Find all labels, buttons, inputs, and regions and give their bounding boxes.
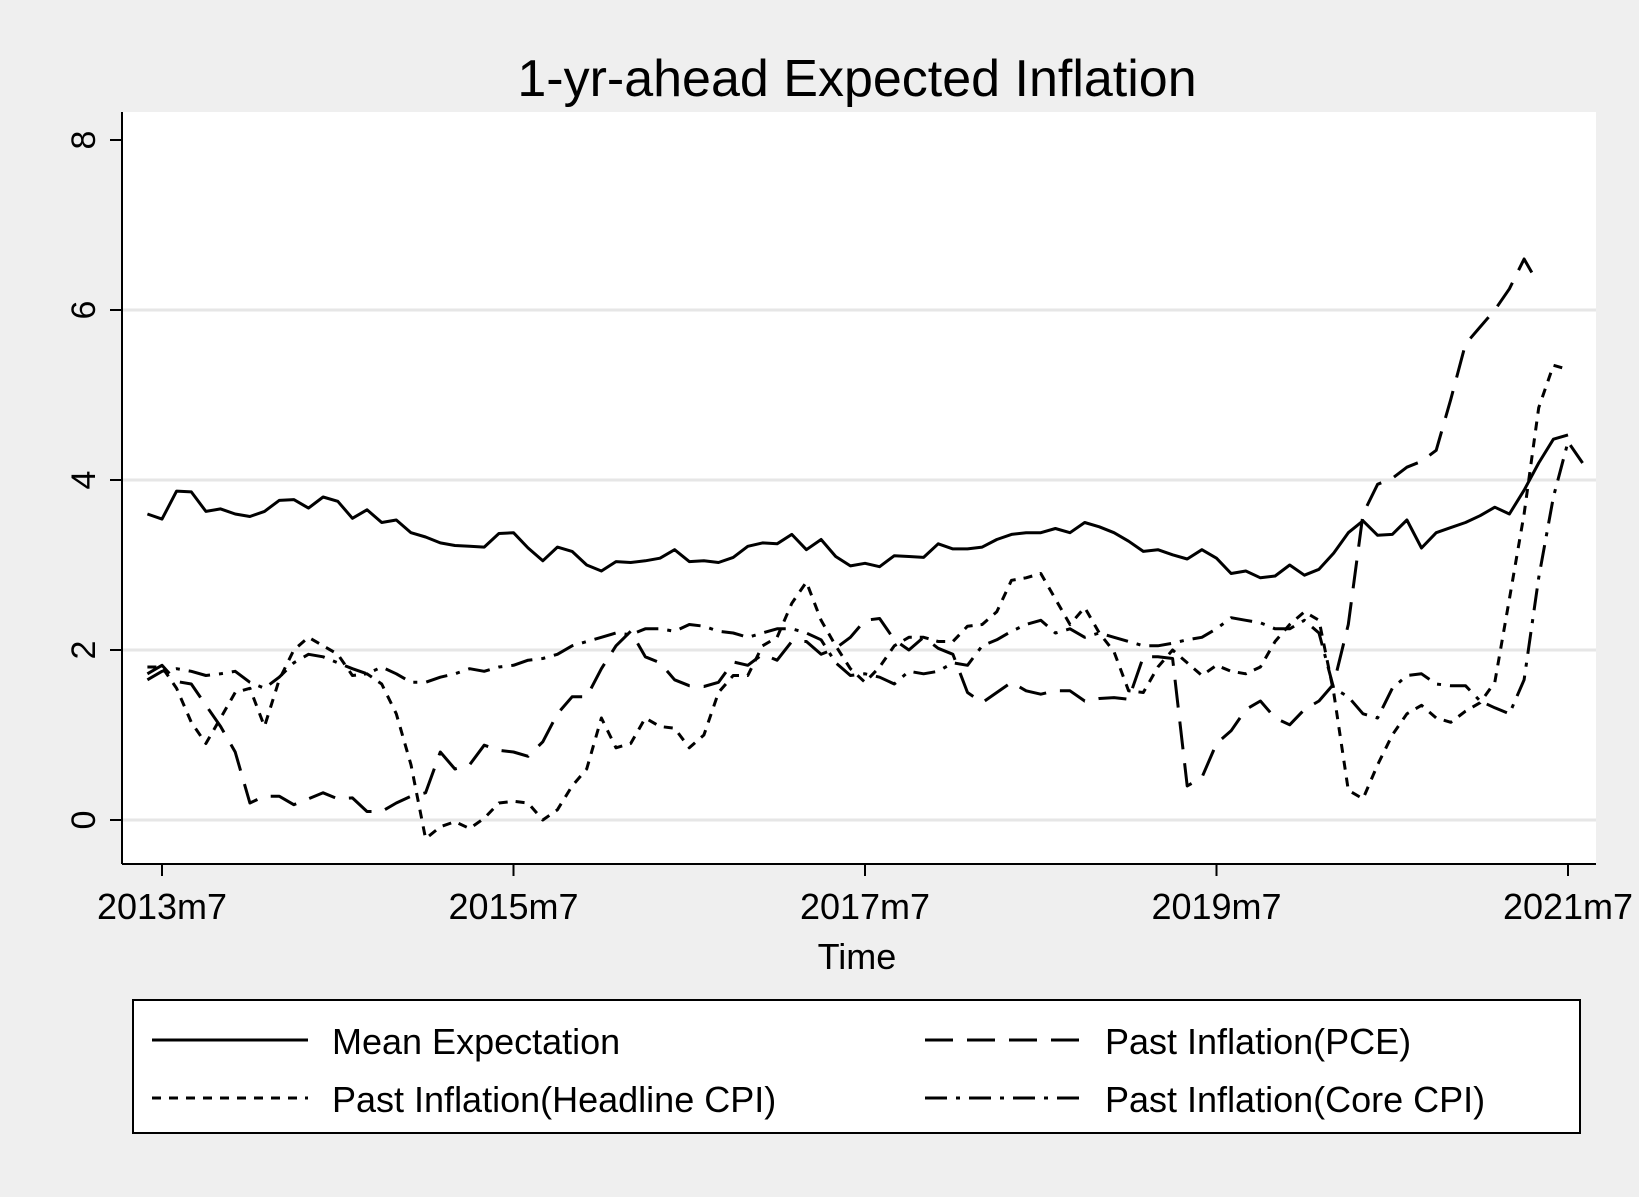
x-axis: 2013m7 2015m7 2017m7 2019m7 2021m7 (97, 864, 1633, 927)
chart-title: 1-yr-ahead Expected Inflation (517, 50, 1196, 108)
y-tick-label-8: 8 (65, 131, 103, 150)
x-axis-label: Time (818, 936, 897, 977)
x-tick-label-2017m7: 2017m7 (800, 886, 930, 927)
x-tick-label-2019m7: 2019m7 (1151, 886, 1281, 927)
y-tick-label-4: 4 (65, 471, 103, 490)
plot-area (122, 112, 1596, 864)
legend-label-headline-cpi: Past Inflation(Headline CPI) (332, 1079, 776, 1120)
y-tick-label-2: 2 (65, 641, 103, 660)
legend: Mean Expectation Past Inflation(PCE) Pas… (132, 999, 1581, 1134)
series-line-3 (146, 440, 1584, 720)
legend-label-mean-expectation: Mean Expectation (332, 1021, 620, 1062)
legend-label-pce: Past Inflation(PCE) (1105, 1021, 1411, 1062)
y-tick-label-0: 0 (65, 811, 103, 830)
x-tick-label-2015m7: 2015m7 (448, 886, 578, 927)
x-tick-label-2021m7: 2021m7 (1503, 886, 1633, 927)
gridlines (122, 308, 1596, 822)
series-line-1 (146, 257, 1541, 813)
legend-label-core-cpi: Past Inflation(Core CPI) (1105, 1079, 1485, 1120)
series-line-0 (146, 433, 1569, 580)
y-tick-label-6: 6 (65, 301, 103, 320)
series-lines (146, 257, 1584, 841)
x-tick-label-2013m7: 2013m7 (97, 886, 227, 927)
y-axis: 0 2 4 6 8 (65, 131, 122, 830)
legend-box (132, 999, 1581, 1134)
